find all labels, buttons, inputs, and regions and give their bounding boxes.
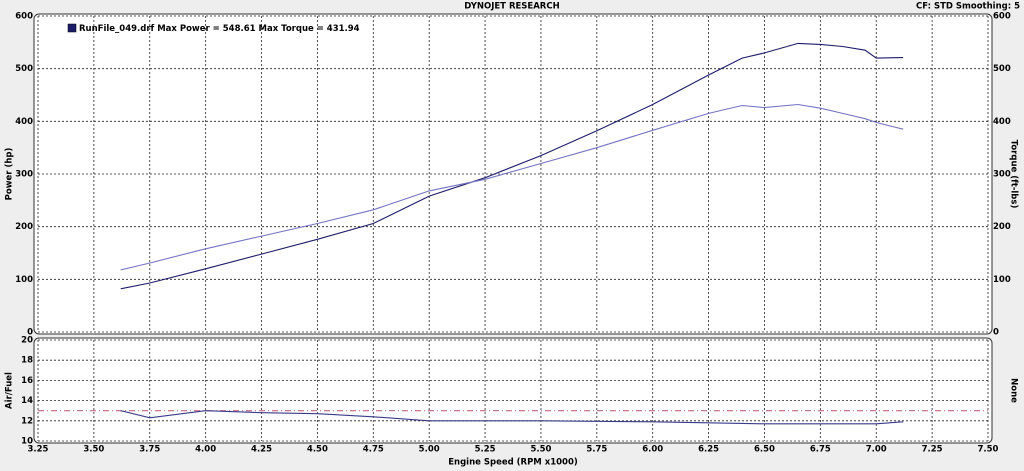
- x-tick-label: 4.75: [363, 445, 384, 455]
- y2-tick-label: 100: [993, 275, 1011, 285]
- x-tick-label: 6.50: [754, 445, 775, 455]
- x-tick-label: 4.50: [307, 445, 328, 455]
- y-axis-label: Power (hp): [5, 148, 15, 201]
- plot-area: [33, 13, 993, 335]
- y2-tick-label: 600: [993, 12, 1011, 22]
- y-tick-label: 10: [21, 437, 33, 447]
- y2-tick-label: 0: [993, 328, 999, 338]
- y-tick-label: 16: [21, 376, 33, 386]
- x-tick-label: 7.00: [866, 445, 887, 455]
- x-tick-label: 5.50: [530, 445, 551, 455]
- y-tick-label: 300: [15, 170, 33, 180]
- x-tick-label: 3.75: [139, 445, 160, 455]
- legend-label: RunFile_049.drf Max Power = 548.61 Max T…: [79, 24, 360, 34]
- x-tick-label: 4.25: [251, 445, 272, 455]
- x-tick-label: 6.25: [698, 445, 719, 455]
- series-line: [120, 410, 904, 425]
- y-tick-label: 14: [21, 396, 33, 406]
- legend-swatch: [67, 23, 77, 33]
- x-tick-label: 6.00: [642, 445, 663, 455]
- y-tick-label: 20: [21, 336, 33, 346]
- series-line: [120, 103, 904, 271]
- y2-axis-label: Torque (ft-lbs): [1009, 140, 1019, 209]
- y2-axis-label: None: [1009, 378, 1019, 403]
- y2-tick-label: 500: [993, 64, 1011, 74]
- x-tick-label: 4.00: [195, 445, 216, 455]
- y2-tick-label: 300: [993, 170, 1011, 180]
- y2-tick-label: 400: [993, 117, 1011, 127]
- x-tick-label: 6.75: [810, 445, 831, 455]
- y-tick-label: 0: [27, 328, 33, 338]
- y-tick-label: 100: [15, 275, 33, 285]
- y-axis-label: Air/Fuel: [5, 372, 15, 409]
- y-tick-label: 18: [21, 356, 33, 366]
- chart-subtitle: CF: STD Smoothing: 5: [916, 2, 1020, 12]
- plot-area: [33, 337, 993, 444]
- y-tick-label: 200: [15, 222, 33, 232]
- series-line: [120, 42, 904, 290]
- x-tick-label: 5.75: [586, 445, 607, 455]
- x-tick-label: 7.25: [922, 445, 943, 455]
- chart-title: DYNOJET RESEARCH: [464, 2, 559, 12]
- x-tick-label: 3.50: [83, 445, 104, 455]
- x-tick-label: 5.00: [419, 445, 440, 455]
- x-tick-label: 5.25: [475, 445, 496, 455]
- x-tick-label: 7.50: [978, 445, 999, 455]
- y-tick-label: 600: [15, 12, 33, 22]
- y2-tick-label: 200: [993, 222, 1011, 232]
- y-tick-label: 12: [21, 416, 33, 426]
- x-tick-label: 3.25: [28, 445, 49, 455]
- y-tick-label: 400: [15, 117, 33, 127]
- x-axis-label: Engine Speed (RPM x1000): [448, 458, 578, 468]
- y-tick-label: 500: [15, 64, 33, 74]
